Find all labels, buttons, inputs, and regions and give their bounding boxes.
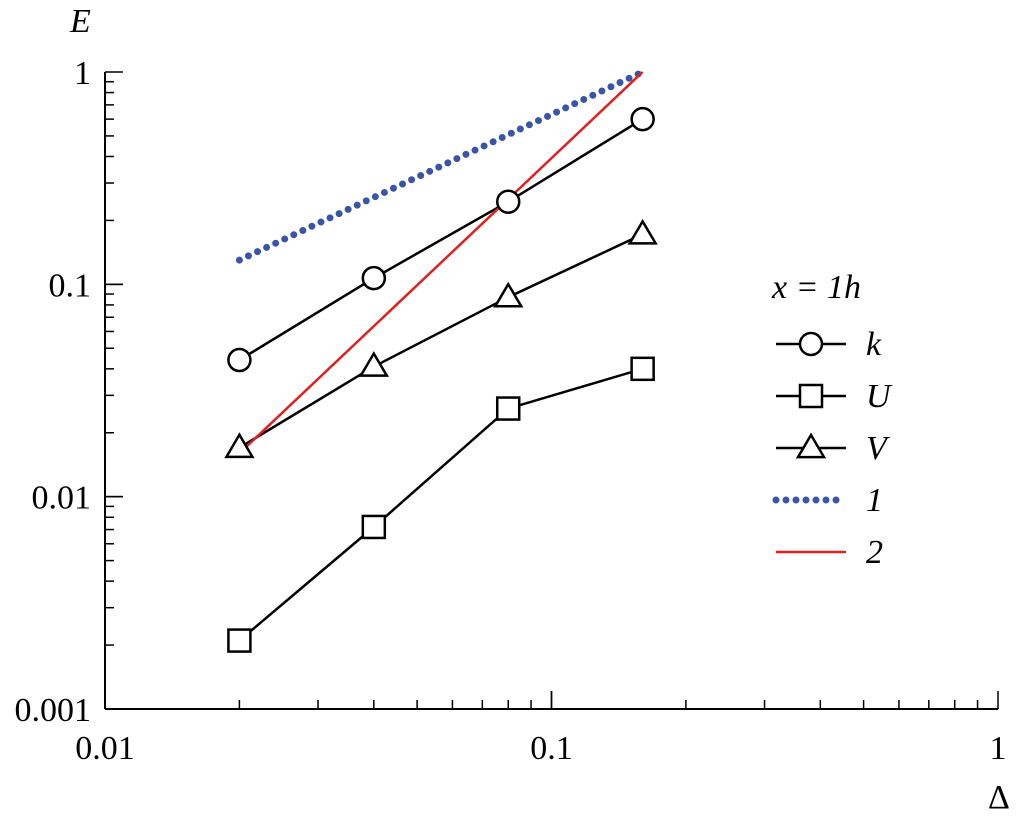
legend-label: U [866,378,893,415]
series-line-V [238,233,644,449]
legend-marker [798,383,824,409]
marker-k [361,265,387,291]
legend-label: 1 [866,482,883,519]
y-tick-label: 0.01 [32,480,92,517]
y-tick-label: 0.001 [15,692,92,729]
y-tick-label: 1 [74,55,91,92]
series-line-U [238,367,643,642]
legend-item-U: U [776,378,893,415]
marker-U [630,356,655,382]
marker-U [361,514,387,540]
ticks [104,71,999,710]
x-tick-label: 0.01 [75,730,135,767]
legend-label: V [866,430,891,467]
marker-V [224,432,255,459]
marker-U [227,628,252,653]
series-line-2 [238,71,644,455]
series-lines [235,68,647,642]
axes [104,72,998,710]
legend-item-2: 2 [776,534,883,571]
x-axis-label: Δ [988,779,1010,816]
series-line-k [238,118,644,362]
legend-item-1: 1 [772,482,883,519]
marker-V [627,218,658,245]
marker-k [630,106,655,132]
legend-marker [798,331,824,357]
legend-label: k [866,326,882,363]
marker-U [495,396,521,421]
x-tick-label: 0.1 [530,730,573,767]
x-tick-label: 1 [990,730,1007,767]
marker-V [493,281,524,308]
y-axis-label: E [69,3,91,40]
marker-k [495,189,521,214]
series-markers [224,106,658,653]
series-line-1 [235,68,647,264]
legend-title: x = 1h [771,269,861,306]
y-tick-label: 0.1 [49,267,92,304]
marker-k [227,347,252,373]
legend-marker [795,432,827,459]
legend-item-V: V [776,430,891,467]
legend-label: 2 [866,534,883,571]
legend-item-k: k [776,326,882,363]
marker-V [358,351,390,377]
